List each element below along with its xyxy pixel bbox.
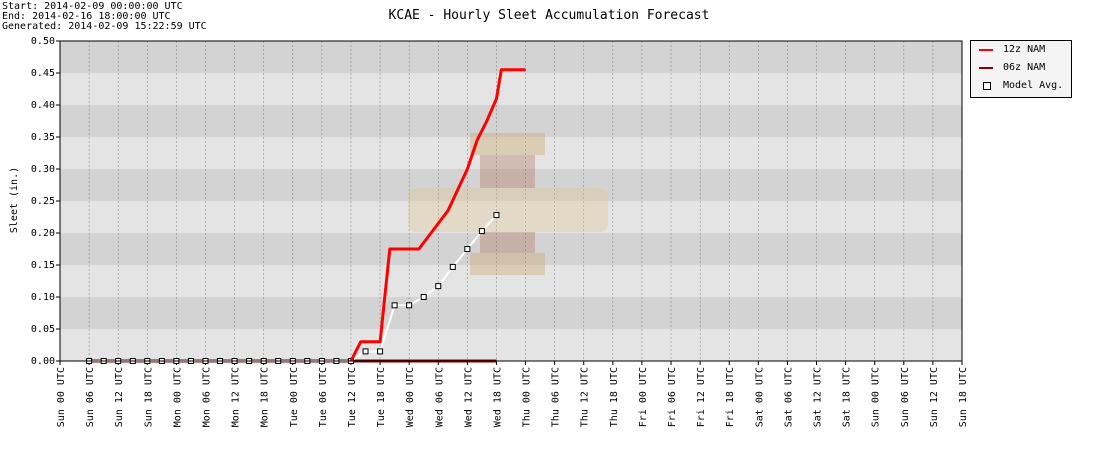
legend-swatch-model-avg	[983, 82, 991, 90]
x-tick-label: Wed 00 UTC	[405, 367, 416, 427]
x-tick-label: Sat 12 UTC	[813, 367, 824, 427]
x-tick-label: Sat 00 UTC	[754, 367, 765, 427]
y-tick-label: 0.50	[31, 36, 55, 47]
plot-background	[59, 41, 963, 361]
model-avg-point	[464, 246, 471, 252]
grid-band	[60, 297, 962, 329]
y-axis-label: Sleet (in.)	[9, 167, 20, 233]
x-tick-label: Sun 00 UTC	[871, 367, 882, 427]
x-tick-label: Wed 12 UTC	[463, 367, 474, 427]
y-tick-label: 0.05	[31, 324, 55, 335]
chart-title: KCAE - Hourly Sleet Accumulation Forecas…	[389, 8, 710, 23]
x-axis-ticks: Sun 00 UTC Sun 06 UTC Sun 12 UTC Sun 18 UTC…	[56, 361, 969, 427]
end-time: End: 2014-02-16 18:00:00 UTC	[2, 11, 171, 22]
x-tick-label: Mon 18 UTC	[260, 367, 271, 427]
grid-band	[60, 201, 962, 233]
y-tick-label: 0.25	[31, 196, 55, 207]
x-tick-label: Sun 12 UTC	[114, 367, 125, 427]
x-tick-label: Thu 18 UTC	[609, 367, 620, 427]
x-tick-label: Tue 12 UTC	[347, 367, 358, 427]
model-avg-point	[449, 263, 456, 270]
legend-swatch-06z-nam	[979, 67, 993, 69]
x-tick-label: Sat 06 UTC	[783, 367, 794, 427]
x-tick-label: Sun 00 UTC	[56, 367, 67, 427]
x-tick-label: Sun 06 UTC	[85, 367, 96, 427]
x-tick-label: Thu 12 UTC	[580, 367, 591, 427]
x-tick-label: Tue 00 UTC	[289, 367, 300, 427]
x-tick-label: Wed 18 UTC	[492, 367, 503, 427]
generated-time: Generated: 2014-02-09 15:22:59 UTC	[2, 21, 207, 32]
legend-item-06z-nam: 06z NAM	[975, 62, 1069, 74]
y-axis-ticks: 0.00 0.05 0.10 0.15 0.20 0.25 0.30 0.35 0.40 0.45…	[31, 36, 60, 367]
grid-band	[60, 233, 962, 265]
x-tick-label: Tue 06 UTC	[318, 367, 329, 427]
y-tick-label: 0.00	[31, 356, 55, 367]
x-tick-label: Thu 06 UTC	[551, 367, 562, 427]
legend-label-06z-nam: 06z NAM	[1003, 62, 1046, 73]
x-tick-label: Sun 06 UTC	[900, 367, 911, 427]
x-tick-label: Wed 06 UTC	[434, 367, 445, 427]
legend-swatch-12z-nam	[979, 49, 993, 51]
watermark-state-band	[408, 188, 608, 232]
model-avg-point	[493, 212, 500, 219]
x-tick-label: Sat 18 UTC	[842, 367, 853, 427]
y-tick-label: 0.10	[31, 292, 55, 303]
model-avg-point	[377, 348, 384, 355]
model-avg-point	[362, 348, 369, 355]
grid-band	[60, 137, 962, 169]
x-tick-label: Tue 18 UTC	[376, 367, 387, 427]
model-avg-point	[478, 228, 485, 235]
x-tick-label: Mon 06 UTC	[201, 367, 212, 427]
x-tick-label: Fri 06 UTC	[667, 367, 678, 427]
model-avg-point	[391, 302, 398, 309]
isu-watermark	[408, 133, 608, 275]
legend-item-12z-nam: 12z NAM	[975, 44, 1069, 56]
y-tick-label: 0.45	[31, 68, 55, 79]
grid-band	[60, 41, 962, 73]
x-tick-label: Mon 00 UTC	[172, 367, 183, 427]
model-avg-point	[406, 302, 413, 309]
y-tick-label: 0.15	[31, 260, 55, 271]
start-time: Start: 2014-02-09 00:00:00 UTC	[2, 1, 183, 12]
grid-band	[60, 73, 962, 105]
x-tick-label: Fri 12 UTC	[696, 367, 707, 427]
series-12z-nam-line	[349, 68, 526, 362]
x-tick-label: Thu 00 UTC	[522, 367, 533, 427]
grid-band	[60, 169, 962, 201]
legend: 12z NAM 06z NAM Model Avg.	[970, 40, 1072, 98]
x-tick-label: Mon 12 UTC	[231, 367, 242, 427]
legend-label-model-avg: Model Avg.	[1003, 80, 1064, 91]
plot-frame	[59, 40, 963, 362]
grid-band	[60, 105, 962, 137]
watermark-i-stem	[480, 155, 535, 265]
watermark-i-bottom	[470, 253, 545, 275]
legend-label-12z-nam: 12z NAM	[1003, 44, 1046, 55]
y-tick-label: 0.30	[31, 164, 55, 175]
x-tick-label: Fri 00 UTC	[638, 367, 649, 427]
model-avg-point	[420, 294, 427, 300]
y-tick-label: 0.20	[31, 228, 55, 239]
watermark-i-top	[470, 133, 545, 155]
x-tick-label: Sun 18 UTC	[958, 367, 969, 427]
y-tick-label: 0.40	[31, 100, 55, 111]
x-tick-label: Sun 18 UTC	[143, 367, 154, 427]
run-info: Start: 2014-02-09 00:00:00 UTC End: 2014-…	[2, 2, 207, 32]
y-tick-label: 0.35	[31, 132, 55, 143]
grid-band	[60, 265, 962, 297]
model-avg-point	[435, 283, 442, 290]
grid-band	[60, 329, 962, 361]
legend-item-model-avg: Model Avg.	[975, 80, 1069, 92]
x-tick-label: Sun 12 UTC	[929, 367, 940, 427]
x-tick-label: Fri 18 UTC	[725, 367, 736, 427]
